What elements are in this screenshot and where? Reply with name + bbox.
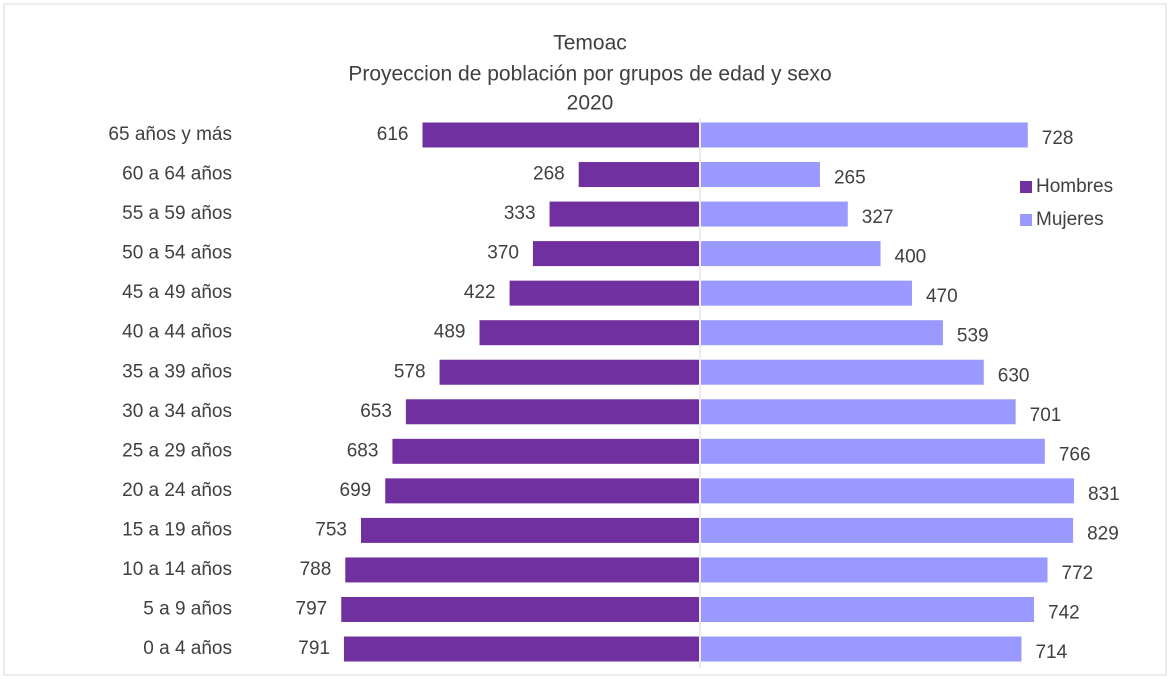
value-label: 788 (300, 559, 332, 580)
bar (509, 280, 699, 306)
value-label: 422 (464, 282, 496, 303)
chart-year: 2020 (567, 92, 614, 115)
bar (701, 636, 1022, 662)
bar (532, 241, 699, 267)
value-label: 791 (298, 638, 330, 659)
bar (341, 596, 699, 622)
value-label: 539 (957, 326, 989, 347)
bar (701, 478, 1074, 504)
category-label: 60 a 64 años (122, 164, 232, 185)
bar (422, 122, 699, 148)
value-label: 578 (394, 361, 426, 382)
bar (701, 399, 1016, 425)
category-label: 20 a 24 años (122, 480, 232, 501)
value-label: 400 (895, 247, 927, 268)
category-label: 10 a 14 años (122, 559, 232, 580)
bar (479, 320, 699, 346)
bar (701, 517, 1074, 543)
value-label: 797 (296, 598, 328, 619)
value-label: 327 (862, 207, 894, 228)
bar (405, 399, 699, 425)
chart-subtitle: Proyeccion de población por grupos de ed… (348, 63, 831, 86)
bar (701, 596, 1035, 622)
bar (701, 359, 984, 385)
value-label: 489 (434, 322, 466, 343)
value-label: 699 (340, 480, 372, 501)
bar (701, 320, 943, 346)
legend-swatch (1020, 214, 1032, 226)
bar (392, 438, 699, 464)
value-label: 831 (1088, 484, 1120, 505)
bar (701, 438, 1045, 464)
bar (701, 241, 881, 267)
value-label: 370 (487, 243, 519, 264)
bar (701, 280, 912, 306)
value-label: 265 (834, 168, 866, 189)
bar (439, 359, 699, 385)
value-label: 333 (504, 203, 536, 224)
legend-label: Hombres (1036, 176, 1113, 197)
value-label: 829 (1087, 523, 1119, 544)
category-label: 50 a 54 años (122, 243, 232, 264)
value-label: 766 (1059, 444, 1091, 465)
value-label: 701 (1030, 405, 1062, 426)
category-label: 40 a 44 años (122, 322, 232, 343)
bar (701, 557, 1048, 583)
category-label: 45 a 49 años (122, 282, 232, 303)
value-label: 630 (998, 365, 1030, 386)
category-label: 55 a 59 años (122, 203, 232, 224)
value-label: 728 (1042, 128, 1074, 149)
bar (578, 162, 699, 188)
bar (701, 162, 820, 188)
category-label: 5 a 9 años (143, 598, 232, 619)
value-label: 268 (533, 164, 565, 185)
value-label: 714 (1035, 642, 1067, 663)
legend-swatch (1020, 181, 1032, 193)
value-label: 753 (315, 519, 347, 540)
category-label: 65 años y más (108, 124, 232, 145)
chart-title: Temoac (553, 32, 627, 55)
bar (345, 557, 699, 583)
legend-label: Mujeres (1036, 209, 1104, 230)
value-label: 742 (1048, 602, 1080, 623)
bar (343, 636, 699, 662)
bar (549, 201, 699, 227)
value-label: 683 (347, 440, 379, 461)
value-label: 772 (1062, 563, 1094, 584)
bar (385, 478, 699, 504)
value-label: 470 (926, 286, 958, 307)
category-label: 0 a 4 años (143, 638, 232, 659)
bar (701, 122, 1028, 148)
bar (701, 201, 848, 227)
value-label: 616 (377, 124, 409, 145)
value-label: 653 (360, 401, 392, 422)
category-label: 30 a 34 años (122, 401, 232, 422)
bar (361, 517, 699, 543)
category-label: 15 a 19 años (122, 519, 232, 540)
category-label: 25 a 29 años (122, 440, 232, 461)
category-label: 35 a 39 años (122, 361, 232, 382)
